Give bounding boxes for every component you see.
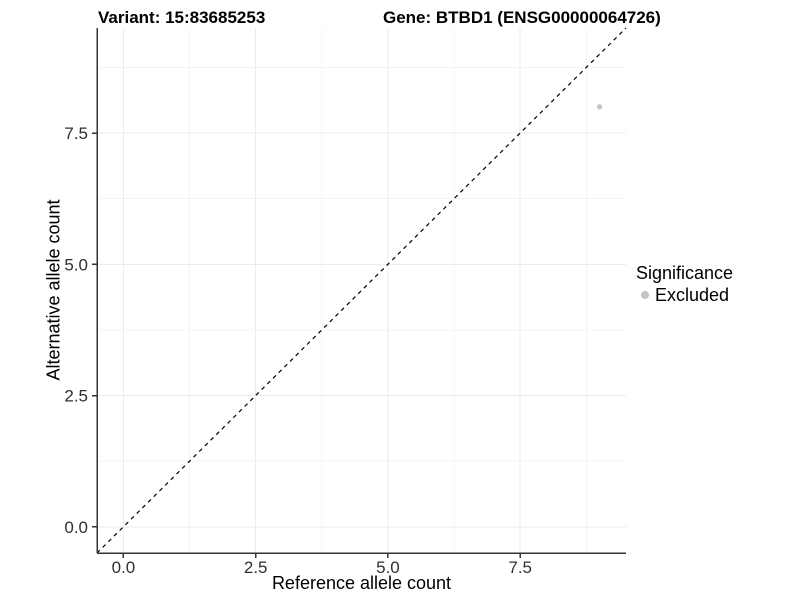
y-axis-title: Alternative allele count xyxy=(43,199,64,381)
data-point-excluded xyxy=(596,104,603,110)
x-tick-label: 2.5 xyxy=(244,558,268,577)
legend-title: Significance xyxy=(636,263,734,283)
legend-entry-label: Excluded xyxy=(655,285,730,305)
plot-title-variant: Variant: 15:83685253 xyxy=(98,8,266,27)
legend: Significance Excluded xyxy=(636,262,733,306)
x-tick-label: 5.0 xyxy=(376,558,400,577)
y-tick-label: 0.0 xyxy=(64,518,88,537)
legend-key xyxy=(636,287,653,304)
y-tick-label: 5.0 xyxy=(64,255,88,274)
x-tick-label: 7.5 xyxy=(508,558,532,577)
y-tick-label: 2.5 xyxy=(64,387,88,406)
plot-title-gene: Gene: BTBD1 (ENSG00000064726) xyxy=(383,8,661,27)
legend-entry-excluded: Excluded xyxy=(636,284,733,306)
x-tick-label: 0.0 xyxy=(112,558,136,577)
excluded-point-icon xyxy=(640,291,649,299)
y-tick-label: 7.5 xyxy=(64,124,88,143)
identity-reference-line xyxy=(96,27,627,554)
x-axis-title: Reference allele count xyxy=(271,573,452,593)
